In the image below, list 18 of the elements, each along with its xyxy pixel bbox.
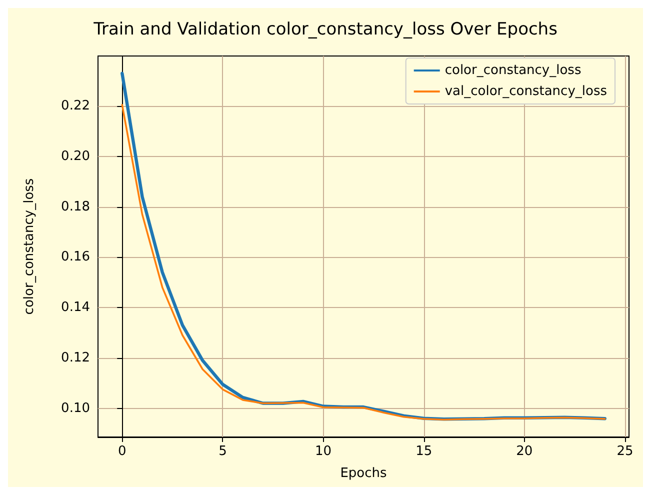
- y-tick-label: 0.12: [61, 350, 90, 366]
- legend-label: val_color_constancy_loss: [444, 84, 608, 99]
- x-tick-label: 15: [416, 444, 432, 459]
- y-tick-label: 0.10: [61, 400, 90, 416]
- y-tick-label: 0.18: [61, 199, 90, 214]
- x-tick-label: 0: [118, 444, 126, 459]
- x-axis-title: Epochs: [340, 466, 388, 481]
- legend-label: color_constancy_loss: [444, 63, 582, 78]
- y-tick-label: 0.14: [61, 300, 90, 316]
- y-tick-label: 0.20: [61, 148, 90, 164]
- x-tick-label: 5: [218, 444, 227, 459]
- x-tick-label: 25: [616, 444, 634, 459]
- y-axis-title: color_constancy_loss: [22, 178, 37, 315]
- x-tick-label: 20: [516, 444, 533, 459]
- y-tick-label: 0.16: [61, 250, 90, 265]
- x-tick-label: 10: [315, 444, 332, 459]
- y-tick-label: 0.22: [61, 98, 90, 114]
- chart-title: Train and Validation color_constancy_loss Over Epochs: [92, 20, 558, 40]
